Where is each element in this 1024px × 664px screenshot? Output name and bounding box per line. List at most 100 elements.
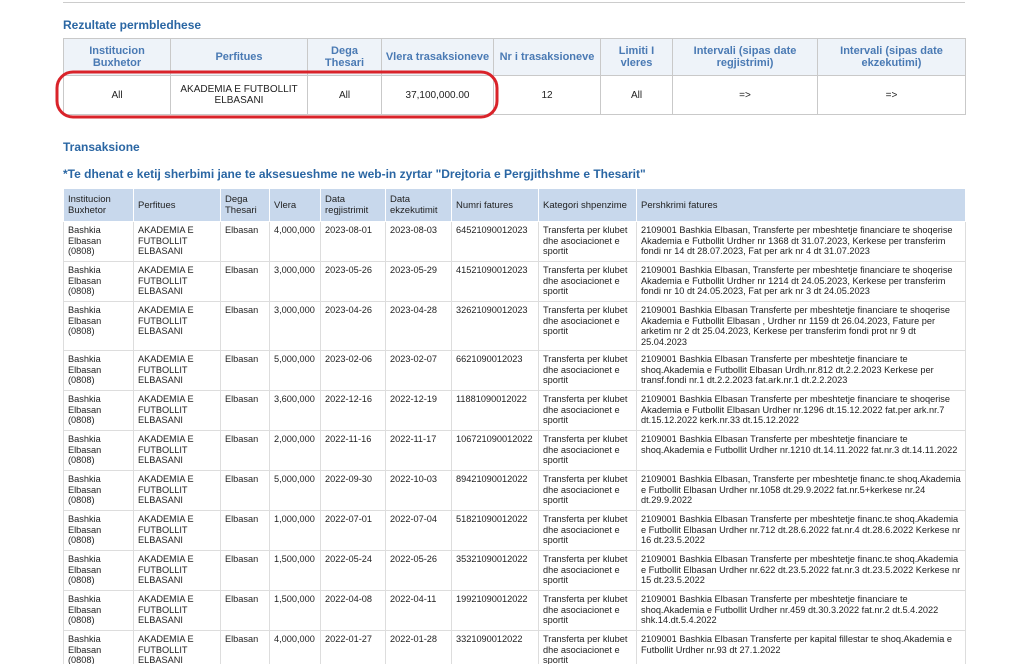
table-cell: All (600, 75, 673, 115)
column-header: Intervali (sipas date ekzekutimi) (817, 38, 966, 76)
table-cell: Bashkia Elbasan (0808) (63, 550, 134, 591)
table-cell: 2023-02-07 (385, 350, 452, 391)
table-row: Bashkia Elbasan (0808) AKADEMIA E FUTBOLL… (63, 350, 966, 391)
table-cell: AKADEMIA E FUTBOLLIT ELBASANI (133, 590, 221, 631)
table-cell: Transferta per klubet dhe asociacionet e… (538, 550, 637, 591)
table-cell: 2023-04-28 (385, 301, 452, 351)
table-cell: AKADEMIA E FUTBOLLIT ELBASANI (133, 301, 221, 351)
highlight-outline (55, 70, 499, 119)
table-cell: Bashkia Elbasan (0808) (63, 221, 134, 262)
table-row: Bashkia Elbasan (0808) AKADEMIA E FUTBOLL… (63, 430, 966, 471)
section-title: Transaksione (63, 140, 140, 154)
column-header: Vlera trasaksioneve (381, 38, 494, 76)
table-cell: 2022-11-16 (320, 430, 386, 471)
table-cell: 2022-12-16 (320, 390, 386, 431)
table-cell: 2109001 Bashkia Elbasan Transferte per m… (636, 350, 966, 391)
table-cell: Bashkia Elbasan (0808) (63, 261, 134, 302)
table-cell: 2022-01-28 (385, 630, 452, 664)
column-header: Data ekzekutimit (385, 188, 452, 222)
table-cell: Transferta per klubet dhe asociacionet e… (538, 510, 637, 551)
table-cell: 2109001 Bashkia Elbasan, Transferte per … (636, 470, 966, 511)
table-cell: 2022-12-19 (385, 390, 452, 431)
table-cell: 2109001 Bashkia Elbasan Transferte per m… (636, 430, 966, 471)
table-row: Bashkia Elbasan (0808) AKADEMIA E FUTBOLL… (63, 550, 966, 591)
table-cell: => (817, 75, 966, 115)
table-cell: 6621090012023 (451, 350, 539, 391)
column-header: Limiti I vleres (600, 38, 673, 76)
column-header: Numri fatures (451, 188, 539, 222)
table-cell: 12 (493, 75, 601, 115)
table-cell: 89421090012022 (451, 470, 539, 511)
table-cell: AKADEMIA E FUTBOLLIT ELBASANI (133, 510, 221, 551)
section-title: Rezultate permbledhese (63, 18, 202, 32)
table-cell: Elbasan (220, 470, 270, 511)
table-cell: 4,000,000 (269, 221, 321, 262)
table-cell: 37,100,000.00 (381, 75, 494, 115)
summary-table: Institucion Buxhetor Perfitues Dega Thesar… (63, 38, 966, 115)
note: *Te dhenat e ketij sherbimi jane te akse… (63, 167, 646, 181)
column-header: Dega Thesari (220, 188, 270, 222)
table-cell: Bashkia Elbasan (0808) (63, 590, 134, 631)
table-row: Bashkia Elbasan (0808) AKADEMIA E FUTBOLL… (63, 261, 966, 302)
table-cell: 2109001 Bashkia Elbasan Transferte per m… (636, 590, 966, 631)
table-cell: AKADEMIA E FUTBOLLIT ELBASANI (133, 350, 221, 391)
table-row: Bashkia Elbasan (0808) AKADEMIA E FUTBOLL… (63, 510, 966, 551)
table-cell: 2023-08-01 (320, 221, 386, 262)
table-cell: Transferta per klubet dhe asociacionet e… (538, 630, 637, 664)
table-cell: Transferta per klubet dhe asociacionet e… (538, 350, 637, 391)
table-cell: Elbasan (220, 430, 270, 471)
table-row: Bashkia Elbasan (0808) AKADEMIA E FUTBOLL… (63, 390, 966, 431)
table-cell: 2,000,000 (269, 430, 321, 471)
table-cell: AKADEMIA E FUTBOLLIT ELBASANI (133, 550, 221, 591)
divider (63, 2, 965, 3)
table-cell: 2109001 Bashkia Elbasan, Transferte per … (636, 221, 966, 262)
table-cell: 3321090012022 (451, 630, 539, 664)
table-cell: 106721090012022 (451, 430, 539, 471)
table-cell: AKADEMIA E FUTBOLLIT ELBASANI (133, 470, 221, 511)
table-row: Bashkia Elbasan (0808) AKADEMIA E FUTBOLL… (63, 470, 966, 511)
table-cell: AKADEMIA E FUTBOLLIT ELBASANI (133, 430, 221, 471)
table-cell: Transferta per klubet dhe asociacionet e… (538, 301, 637, 351)
table-cell: => (672, 75, 818, 115)
table-cell: Bashkia Elbasan (0808) (63, 430, 134, 471)
table-cell: 3,000,000 (269, 261, 321, 302)
table-cell: 2023-05-29 (385, 261, 452, 302)
table-cell: 2109001 Bashkia Elbasan, Transferte per … (636, 261, 966, 302)
table-row: Bashkia Elbasan (0808) AKADEMIA E FUTBOLL… (63, 630, 966, 664)
table-cell: All (63, 75, 171, 115)
table-cell: 2022-05-26 (385, 550, 452, 591)
table-cell: 2023-04-26 (320, 301, 386, 351)
table-cell: Elbasan (220, 630, 270, 664)
table-cell: Elbasan (220, 350, 270, 391)
table-cell: All (307, 75, 382, 115)
table-cell: 2023-05-26 (320, 261, 386, 302)
column-header: Institucion Buxhetor (63, 38, 171, 76)
table-cell: 2109001 Bashkia Elbasan Transferte per k… (636, 630, 966, 664)
table-cell: 2022-05-24 (320, 550, 386, 591)
table-cell: 3,000,000 (269, 301, 321, 351)
column-header: Dega Thesari (307, 38, 382, 76)
column-header: Data regjistrimit (320, 188, 386, 222)
table-row: Bashkia Elbasan (0808) AKADEMIA E FUTBOLL… (63, 590, 966, 631)
table-cell: 2109001 Bashkia Elbasan Transferte per m… (636, 301, 966, 351)
table-cell: 2022-09-30 (320, 470, 386, 511)
table-cell: 5,000,000 (269, 350, 321, 391)
table-row: Bashkia Elbasan (0808) AKADEMIA E FUTBOLL… (63, 301, 966, 351)
table-cell: 2109001 Bashkia Elbasan Transferte per m… (636, 390, 966, 431)
table-row: Bashkia Elbasan (0808) AKADEMIA E FUTBOLL… (63, 221, 966, 262)
table-cell: 2109001 Bashkia Elbasan Transferte per m… (636, 550, 966, 591)
column-header: Perfitues (133, 188, 221, 222)
table-cell: AKADEMIA E FUTBOLLIT ELBASANI (133, 630, 221, 664)
table-cell: 3,600,000 (269, 390, 321, 431)
table-cell: Transferta per klubet dhe asociacionet e… (538, 390, 637, 431)
table-cell: 2022-07-01 (320, 510, 386, 551)
table-cell: Bashkia Elbasan (0808) (63, 630, 134, 664)
transactions-table: Institucion Buxhetor Perfitues Dega Thesar… (63, 188, 966, 664)
table-cell: Bashkia Elbasan (0808) (63, 350, 134, 391)
column-header: Institucion Buxhetor (63, 188, 134, 222)
column-header: Vlera (269, 188, 321, 222)
table-cell: Elbasan (220, 301, 270, 351)
table-cell: 4,000,000 (269, 630, 321, 664)
table-cell: 2023-02-06 (320, 350, 386, 391)
